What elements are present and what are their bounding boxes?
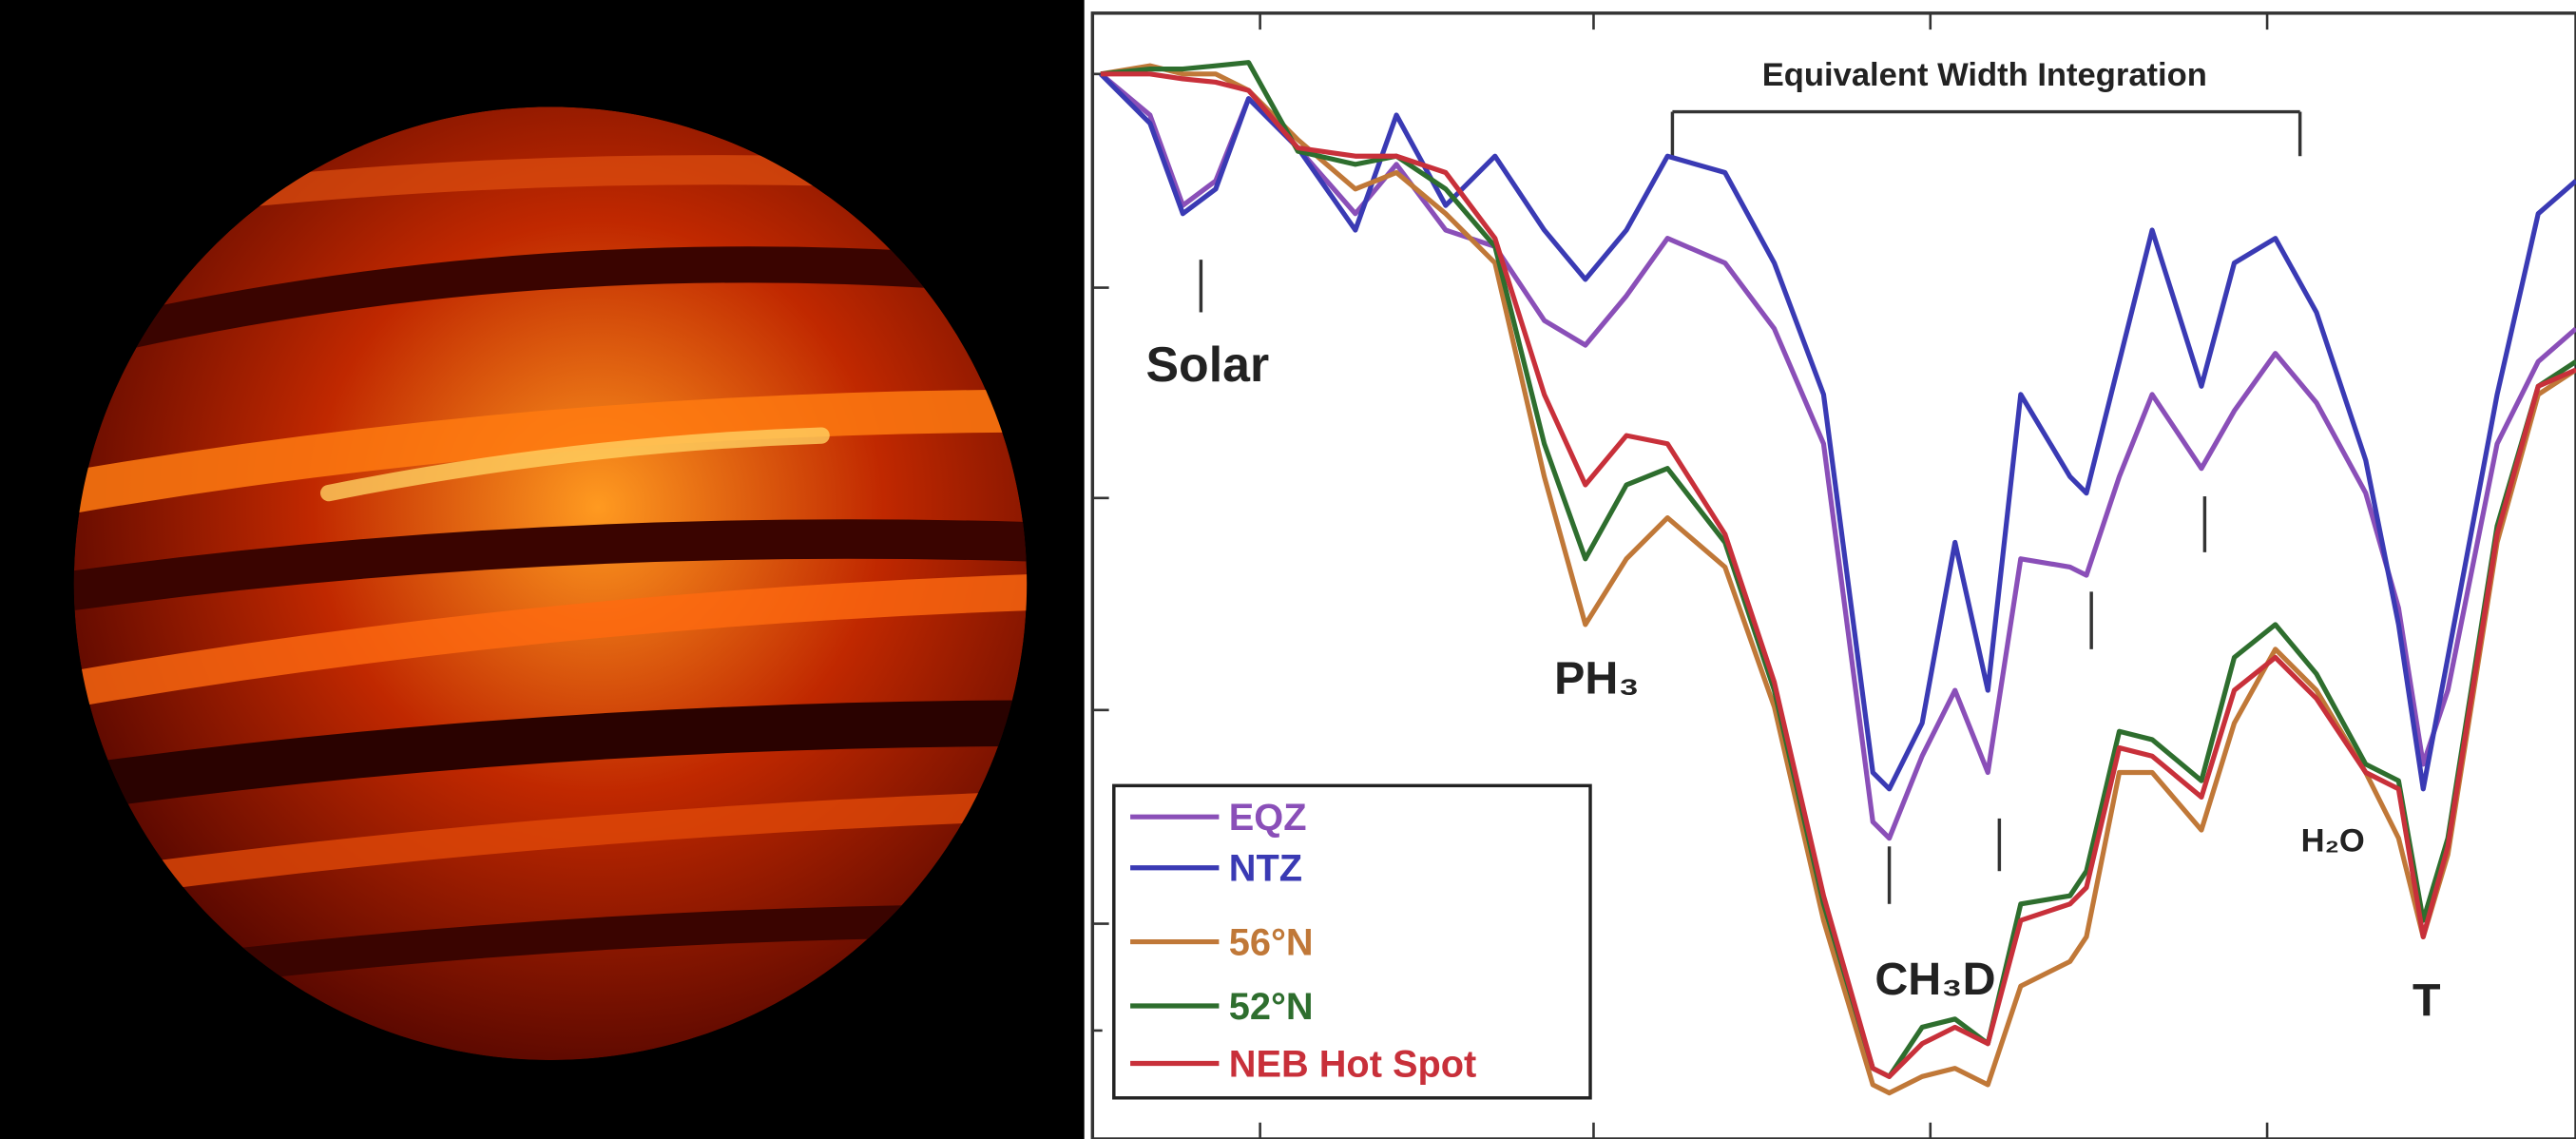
legend-label: 56°N xyxy=(1229,921,1314,963)
bracket xyxy=(1670,109,2302,157)
annotation: CH₃D xyxy=(1874,954,1995,1005)
annotation: PH₃ xyxy=(1554,653,1640,705)
annotation: Solar xyxy=(1145,337,1269,392)
legend-label: NEB Hot Spot xyxy=(1229,1043,1477,1085)
annotation: T xyxy=(2413,975,2441,1026)
legend-label: EQZ xyxy=(1229,797,1307,839)
legend-label: 52°N xyxy=(1229,986,1314,1028)
feature-markers xyxy=(1199,260,2207,904)
series-line xyxy=(1100,60,2576,1079)
legend-label: NTZ xyxy=(1229,848,1302,890)
series-lines xyxy=(1099,60,2576,1096)
annotation: H₂O xyxy=(2301,822,2365,859)
series-line xyxy=(1099,71,2576,792)
chart-title: Equivalent Width Integration xyxy=(1762,57,2207,93)
series-line xyxy=(1100,71,2576,1079)
